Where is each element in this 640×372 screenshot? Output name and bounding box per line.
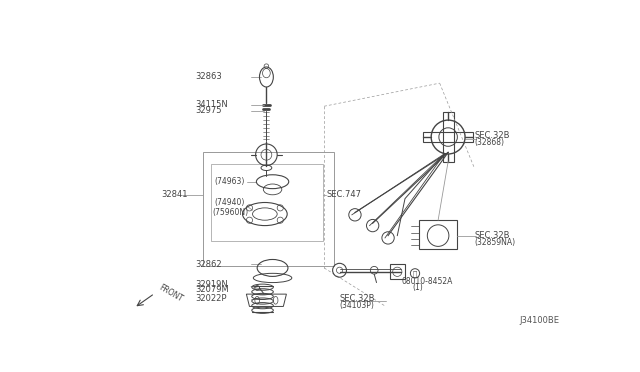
Text: Ⓡ: Ⓡ bbox=[413, 270, 417, 277]
Text: SEC.747: SEC.747 bbox=[326, 190, 362, 199]
Text: (75960N): (75960N) bbox=[212, 208, 248, 217]
Text: (34103P): (34103P) bbox=[340, 301, 374, 310]
Text: (74963): (74963) bbox=[214, 177, 244, 186]
Text: 32841: 32841 bbox=[161, 190, 188, 199]
Text: 32862: 32862 bbox=[196, 260, 222, 269]
Text: 34115N: 34115N bbox=[196, 100, 228, 109]
Text: 32863: 32863 bbox=[196, 73, 222, 81]
Text: SEC.32B: SEC.32B bbox=[474, 131, 510, 140]
Text: (74940): (74940) bbox=[214, 198, 244, 207]
Text: (32859NA): (32859NA) bbox=[474, 238, 515, 247]
Text: FRONT: FRONT bbox=[157, 283, 184, 304]
Text: SEC.32B: SEC.32B bbox=[474, 231, 510, 240]
Text: (32868): (32868) bbox=[474, 138, 504, 147]
Text: 32975: 32975 bbox=[196, 106, 222, 115]
Bar bbox=[443, 112, 454, 162]
Text: SEC.32B: SEC.32B bbox=[340, 294, 375, 303]
Bar bbox=[419, 220, 458, 250]
Bar bbox=[390, 264, 405, 279]
Text: 32022P: 32022P bbox=[196, 294, 227, 303]
Text: 08010-8452A: 08010-8452A bbox=[401, 277, 452, 286]
Text: J34100BE: J34100BE bbox=[519, 316, 559, 325]
Text: 32919N: 32919N bbox=[196, 280, 228, 289]
Bar bbox=[424, 132, 473, 142]
Text: 32079M: 32079M bbox=[196, 285, 229, 294]
Bar bbox=[204, 153, 334, 266]
Text: (1): (1) bbox=[413, 283, 424, 292]
Bar bbox=[211, 164, 323, 241]
